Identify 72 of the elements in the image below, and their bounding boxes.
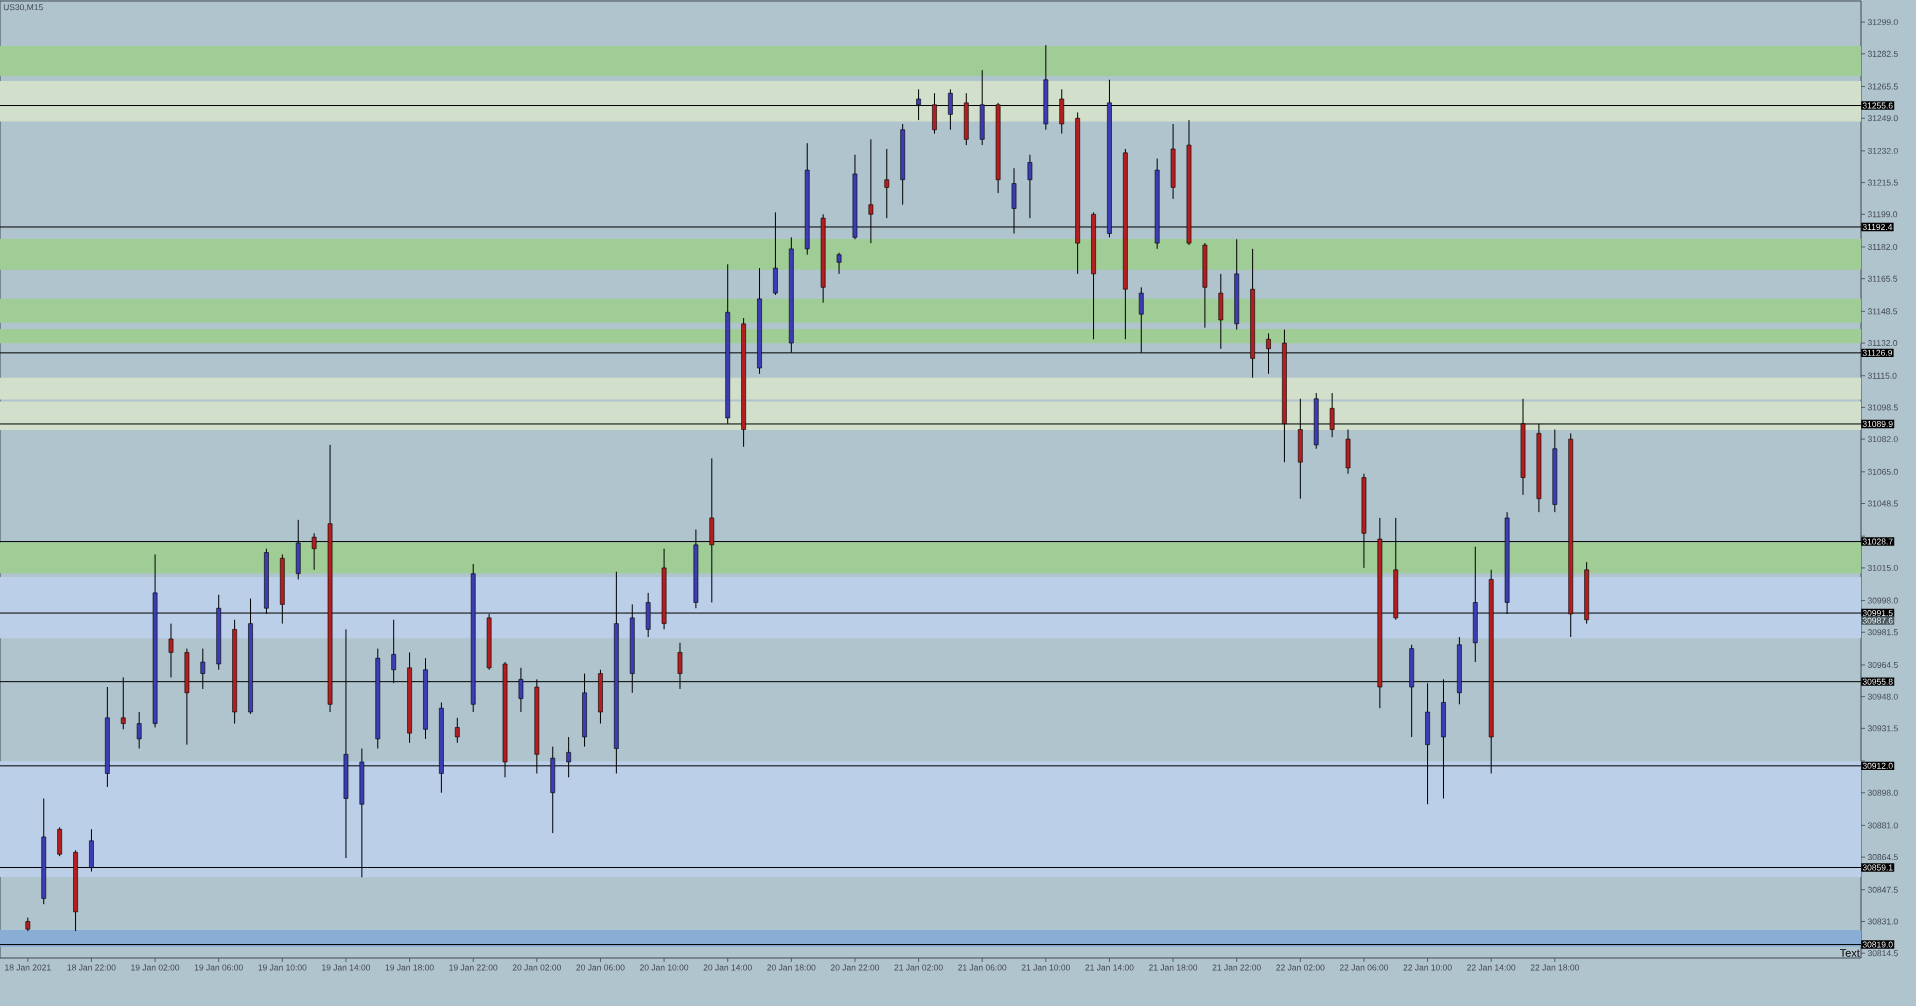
x-tick-label: 18 Jan 2021 <box>5 964 51 971</box>
x-tick-label: 19 Jan 22:00 <box>449 964 498 971</box>
x-tick-label: 20 Jan 18:00 <box>767 964 816 971</box>
x-tick-label: 22 Jan 02:00 <box>1276 964 1325 971</box>
x-tick-label: 22 Jan 10:00 <box>1403 964 1452 971</box>
ref-line-label: 31028.7 <box>1862 538 1893 545</box>
x-tick-label: 20 Jan 14:00 <box>703 964 752 971</box>
x-tick-label: 19 Jan 18:00 <box>385 964 434 971</box>
ref-line-label: 31126.9 <box>1862 349 1892 356</box>
y-tick-label: 31132.0 <box>1867 340 1898 347</box>
y-tick-label: 31265.5 <box>1867 83 1898 90</box>
candlestick <box>168 623 174 678</box>
x-tick-label: 22 Jan 14:00 <box>1467 964 1516 971</box>
ref-line-label: 31255.6 <box>1862 102 1893 109</box>
x-tick-label: 22 Jan 06:00 <box>1339 964 1389 971</box>
ref-line-label: 30955.8 <box>1862 678 1893 685</box>
x-tick-label: 21 Jan 02:00 <box>894 964 943 971</box>
chart-title: US30,M15 <box>3 4 43 12</box>
y-tick-label: 31182.0 <box>1867 243 1898 250</box>
ref-line-label: 30912.0 <box>1862 762 1893 769</box>
y-tick-label: 31299.0 <box>1867 19 1898 26</box>
y-tick-label: 31115.0 <box>1867 372 1897 379</box>
candlestick <box>454 717 460 744</box>
ref-line-label: 31089.9 <box>1862 420 1893 427</box>
y-tick-label: 31282.5 <box>1867 50 1898 57</box>
candlestick <box>884 148 890 219</box>
y-tick-label: 30814.5 <box>1867 950 1898 957</box>
ref-line-label: 30819.0 <box>1862 941 1893 948</box>
y-tick-label: 31015.0 <box>1867 564 1898 571</box>
y-tick-label: 31199.0 <box>1867 211 1898 218</box>
ref-line-label: 30859.1 <box>1862 864 1893 871</box>
x-tick-label: 20 Jan 22:00 <box>830 964 880 971</box>
x-tick-label: 21 Jan 18:00 <box>1149 964 1198 971</box>
y-tick-label: 31048.5 <box>1867 500 1898 507</box>
candlestick <box>1027 154 1033 219</box>
y-tick-label: 30964.5 <box>1867 661 1898 668</box>
y-tick-label: 31082.0 <box>1867 436 1898 443</box>
y-tick-label: 30998.0 <box>1867 597 1898 604</box>
x-tick-label: 20 Jan 10:00 <box>640 964 689 971</box>
y-tick-label: 31165.5 <box>1867 275 1898 282</box>
y-tick-label: 31232.0 <box>1867 147 1898 154</box>
candlestick <box>836 252 842 275</box>
x-tick-label: 19 Jan 10:00 <box>258 964 307 971</box>
x-tick-label: 18 Jan 22:00 <box>67 964 116 971</box>
x-tick-label: 22 Jan 18:00 <box>1530 964 1579 971</box>
y-tick-label: 30847.5 <box>1867 886 1898 893</box>
y-tick-label: 30948.0 <box>1867 693 1898 700</box>
x-tick-label: 19 Jan 14:00 <box>322 964 371 971</box>
x-tick-label: 20 Jan 02:00 <box>512 964 561 971</box>
annotation: Text <box>1839 949 1860 957</box>
y-tick-label: 31215.5 <box>1867 179 1898 186</box>
y-tick-label: 31065.0 <box>1867 468 1898 475</box>
ref-line-label: 30991.5 <box>1862 610 1893 617</box>
candlestick <box>136 711 142 750</box>
y-tick-label: 30931.5 <box>1867 725 1898 732</box>
text: 30987.6 <box>1862 617 1893 624</box>
x-tick-label: 21 Jan 22:00 <box>1212 964 1261 971</box>
x-tick-label: 21 Jan 06:00 <box>958 964 1007 971</box>
y-tick-label: 30881.0 <box>1867 822 1898 829</box>
y-tick-label: 30898.0 <box>1867 789 1898 796</box>
y-tick-label: 31148.5 <box>1867 308 1898 315</box>
x-tick-label: 21 Jan 10:00 <box>1021 964 1070 971</box>
y-tick-label: 31098.5 <box>1867 404 1898 411</box>
x-tick-label: 21 Jan 14:00 <box>1085 964 1134 971</box>
y-tick-label: 30981.5 <box>1867 629 1898 636</box>
x-tick-label: 19 Jan 02:00 <box>131 964 180 971</box>
x-tick-label: 20 Jan 06:00 <box>576 964 625 971</box>
ref-line-label: 31192.4 <box>1862 223 1893 230</box>
y-tick-label: 30864.5 <box>1867 854 1898 861</box>
x-tick-label: 19 Jan 06:00 <box>194 964 243 971</box>
y-tick-label: 30831.0 <box>1867 918 1898 925</box>
y-tick-label: 31249.0 <box>1867 115 1898 122</box>
